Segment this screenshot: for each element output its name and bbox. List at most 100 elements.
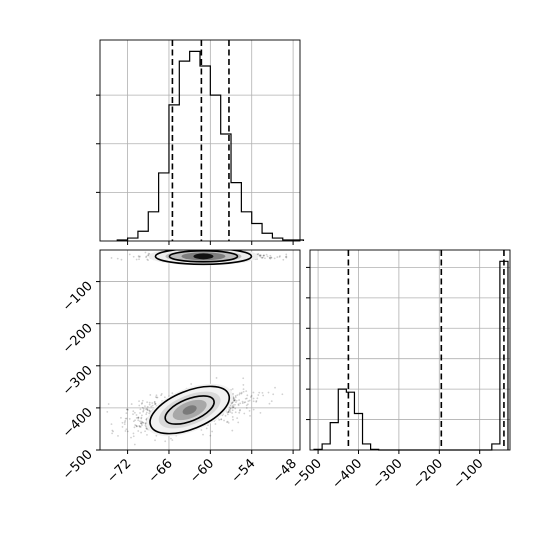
data-point (218, 418, 221, 421)
data-point (111, 429, 114, 432)
data-point (133, 411, 136, 414)
data-point (243, 401, 246, 404)
data-point (138, 425, 141, 427)
data-point (126, 430, 129, 433)
data-point (139, 408, 142, 411)
data-point (259, 254, 262, 257)
data-point (106, 410, 109, 413)
data-point (151, 404, 154, 407)
data-point (242, 384, 245, 386)
data-point (232, 401, 235, 403)
data-point (226, 421, 228, 424)
data-point (215, 377, 218, 379)
data-point (285, 253, 288, 256)
data-point (229, 411, 232, 413)
data-point (239, 402, 242, 405)
data-point (243, 412, 246, 415)
data-point (142, 410, 145, 413)
data-point (137, 255, 140, 257)
data-point (153, 401, 156, 404)
data-point (139, 420, 141, 423)
plot-frame-3 (99, 249, 301, 451)
data-point (256, 397, 259, 400)
data-point (133, 426, 136, 429)
data-point (233, 397, 236, 400)
data-point (282, 258, 285, 261)
data-point (246, 403, 249, 406)
data-point (274, 386, 276, 389)
data-point (281, 393, 284, 396)
density-fill (182, 405, 197, 415)
data-point (135, 424, 138, 427)
grid-1 (100, 40, 300, 241)
data-point (145, 427, 148, 430)
data-point (142, 409, 145, 412)
data-point (268, 256, 271, 259)
data-point (135, 425, 138, 428)
data-point (142, 407, 145, 410)
data-point (241, 400, 244, 403)
data-point (233, 399, 236, 402)
data-point (236, 394, 239, 397)
plot-frame-1 (99, 39, 301, 242)
data-point (140, 402, 143, 405)
data-point (144, 405, 146, 408)
data-point (141, 402, 144, 404)
data-point (141, 406, 144, 409)
data-point (214, 423, 217, 425)
data-point (226, 413, 229, 416)
data-point (245, 404, 248, 407)
data-point (232, 399, 235, 402)
data-point (140, 422, 143, 425)
data-point (202, 433, 204, 436)
data-point (145, 411, 148, 414)
data-point (132, 435, 135, 438)
data-point (110, 423, 113, 426)
data-point (144, 424, 147, 427)
y-tick-label: −500 (60, 447, 96, 483)
data-point (226, 411, 229, 414)
data-point (238, 399, 240, 401)
data-point (249, 396, 252, 398)
data-point (154, 396, 157, 398)
data-point (146, 409, 149, 411)
histogram-bars-1 (116, 50, 305, 241)
data-point (151, 402, 154, 404)
data-point (258, 391, 261, 394)
data-point (124, 420, 127, 422)
data-point (132, 420, 135, 423)
data-point (205, 427, 208, 430)
data-point (121, 421, 124, 424)
data-point (240, 391, 243, 394)
data-point (270, 256, 273, 259)
data-point (246, 394, 249, 397)
data-point (150, 405, 153, 408)
data-point (156, 396, 159, 399)
data-point (211, 430, 214, 433)
data-point (141, 421, 144, 424)
x-tick-label: −400 (329, 456, 365, 492)
data-point (145, 255, 148, 258)
data-point (257, 394, 260, 396)
data-point (238, 393, 241, 396)
data-point (232, 404, 235, 407)
data-point (132, 432, 135, 435)
data-point (244, 397, 247, 400)
data-point (155, 396, 158, 399)
data-point (227, 411, 230, 414)
density-panel: −72 −66 −60 −54 −48−100−200−300−400−500 (60, 249, 301, 486)
data-point (269, 257, 272, 260)
data-point (141, 399, 144, 402)
data-point (228, 409, 230, 412)
data-point (238, 392, 241, 395)
data-point (237, 421, 240, 424)
data-point (139, 426, 141, 428)
data-point (245, 390, 248, 392)
y-tick-label: −200 (60, 321, 96, 357)
data-point (255, 400, 258, 403)
data-point (233, 399, 236, 402)
data-point (231, 406, 234, 409)
data-point (145, 408, 147, 411)
data-point (252, 397, 255, 400)
data-point (139, 422, 142, 425)
